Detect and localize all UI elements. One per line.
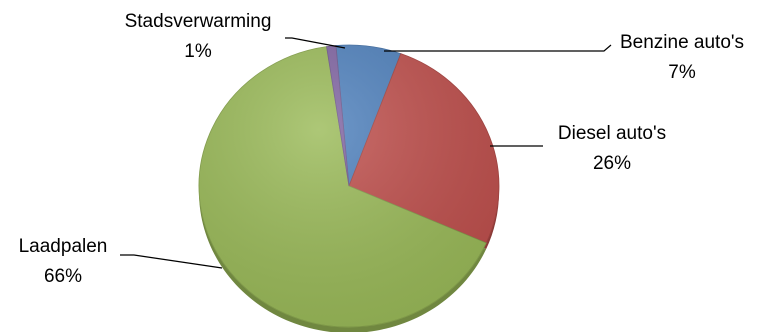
leader-line-benzine-auto-s [384,44,612,52]
slice-label-stadsverwarming: Stadsverwarming [125,11,272,32]
slice-percent-benzine-auto-s: 7% [668,62,696,83]
slice-percent-laadpalen: 66% [44,266,82,287]
slice-label-benzine-auto-s: Benzine auto's [620,32,744,53]
pie-labels: Benzine auto's 7% Diesel auto's 26% Laadpale… [19,11,744,287]
slice-label-laadpalen: Laadpalen [19,236,108,257]
pie-slices [198,44,500,328]
slice-label-diesel-auto-s: Diesel auto's [558,123,666,144]
slice-percent-stadsverwarming: 1% [184,41,212,62]
leader-line-stadsverwarming [285,37,346,49]
leader-line-laadpalen [120,254,223,269]
slice-percent-diesel-auto-s: 26% [593,153,631,174]
